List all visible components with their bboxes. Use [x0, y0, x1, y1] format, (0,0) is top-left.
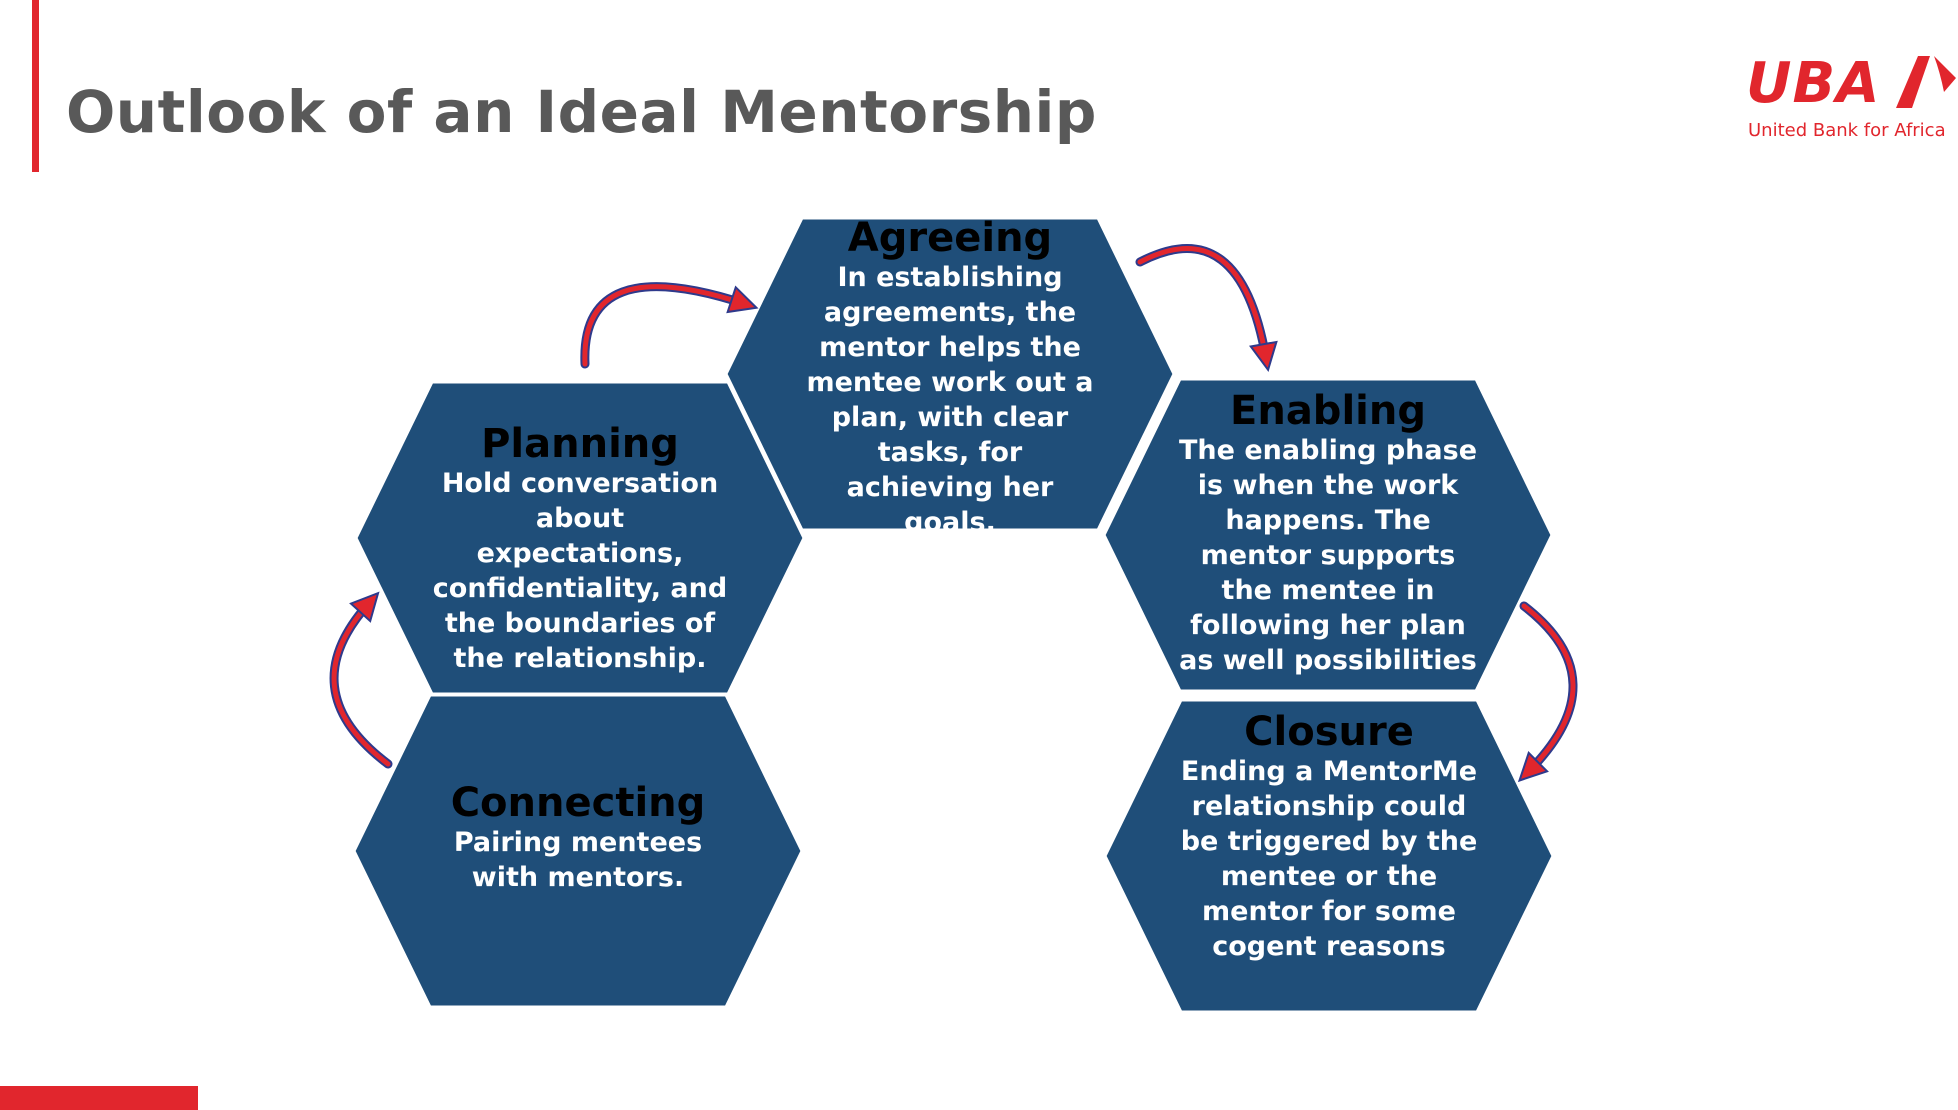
arrow-enabling-to-closure	[1517, 601, 1578, 783]
uba-logo: UBA United Bank for Africa	[1740, 52, 1958, 147]
stage-agreeing: Agreeing In establishing agreements, the …	[726, 215, 1174, 538]
slide-title: Outlook of an Ideal Mentorship	[66, 78, 1097, 146]
footer-accent-bar	[0, 1086, 198, 1110]
stage-description: In establishing agreements, the mentor h…	[806, 262, 1094, 538]
arrow-connecting-to-planning	[329, 591, 393, 769]
stage-description: Pairing mentees with mentors.	[453, 827, 703, 893]
hexagon-enabling	[1102, 377, 1554, 693]
title-accent-bar	[32, 0, 39, 172]
arrow-planning-to-agreeing	[580, 282, 759, 369]
hexagon-layer	[352, 216, 1555, 1014]
hexagon-agreeing	[724, 216, 1176, 532]
stage-connecting: Connecting Pairing mentees with mentors.	[354, 695, 802, 1007]
stage-title: Closure	[1244, 709, 1414, 755]
stage-title: Connecting	[450, 780, 706, 826]
logo-tagline: United Bank for Africa	[1748, 120, 1946, 141]
stage-title: Enabling	[1230, 388, 1426, 434]
stage-closure: Closure Ending a MentorMe relationship co…	[1105, 700, 1553, 1012]
stage-description: Ending a MentorMe relationship could be …	[1180, 756, 1478, 962]
logo-wordmark: UBA	[1746, 51, 1881, 116]
stage-title: Planning	[481, 421, 679, 467]
stage-description: The enabling phase is when the work happ…	[1178, 435, 1478, 676]
arrow-agreeing-to-enabling	[1135, 244, 1278, 373]
logo-mark-icon	[1896, 56, 1956, 108]
stage-title: Agreeing	[847, 215, 1053, 261]
arrow-layer	[329, 244, 1578, 783]
stage-description: Hold conversation about expectations, co…	[432, 468, 728, 674]
hexagon-planning	[354, 380, 806, 696]
stage-planning: Planning Hold conversation about expectat…	[356, 382, 804, 694]
hexagon-closure	[1103, 698, 1555, 1014]
stage-enabling: Enabling The enabling phase is when the w…	[1104, 379, 1552, 691]
